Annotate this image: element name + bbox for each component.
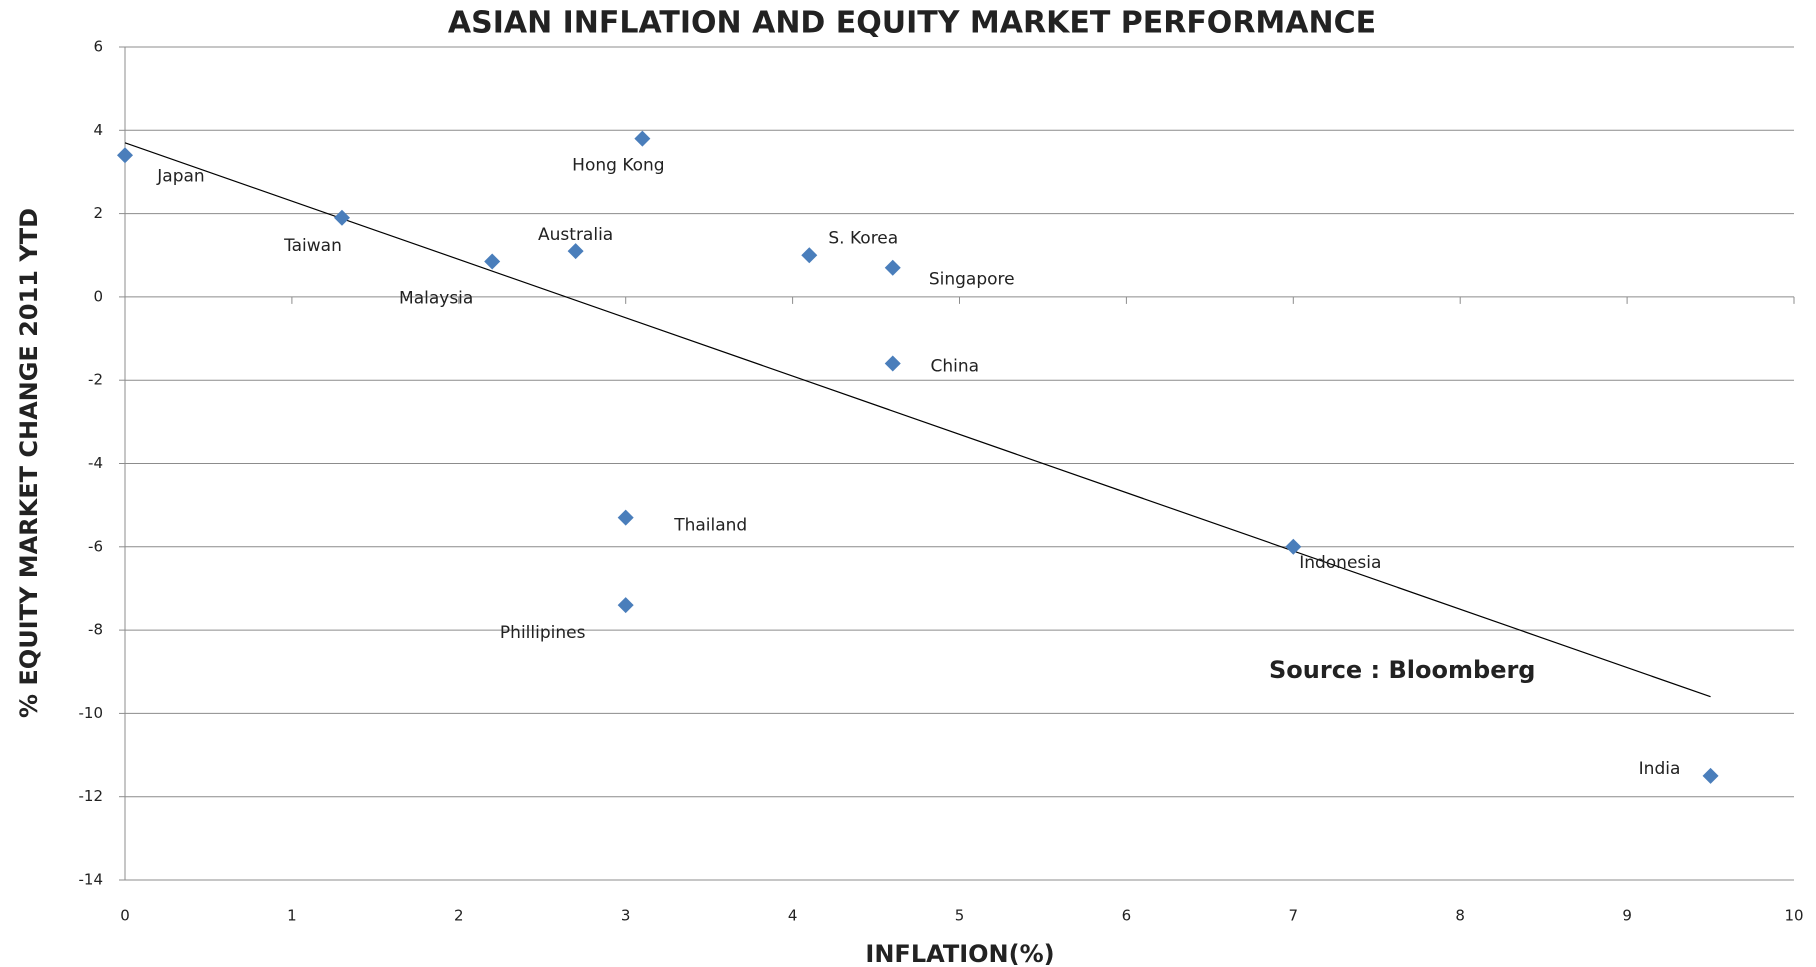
point bbox=[617, 509, 634, 526]
trendline bbox=[124, 142, 1711, 698]
point-label: Indonesia bbox=[1299, 553, 1381, 573]
y-tick-label: 0 bbox=[93, 287, 103, 305]
chart-title: ASIAN INFLATION AND EQUITY MARKET PERFOR… bbox=[448, 6, 1376, 41]
x-tick-label: 3 bbox=[621, 907, 631, 925]
x-tick-label: 8 bbox=[1455, 907, 1465, 925]
y-tick-label: 6 bbox=[93, 38, 103, 56]
point bbox=[617, 597, 634, 614]
point bbox=[884, 259, 901, 276]
point-label: Phillipines bbox=[500, 623, 586, 643]
x-tick-label: 4 bbox=[788, 907, 798, 925]
point bbox=[484, 253, 501, 270]
point-label: China bbox=[930, 357, 979, 377]
x-tick-label: 1 bbox=[287, 907, 297, 925]
point bbox=[634, 130, 651, 147]
y-tick-label: -2 bbox=[88, 371, 103, 389]
y-tick-label: 2 bbox=[93, 204, 103, 222]
point-label: Thailand bbox=[673, 516, 747, 536]
y-tick-label: 4 bbox=[93, 121, 103, 139]
point bbox=[801, 247, 818, 264]
point bbox=[333, 209, 350, 226]
point bbox=[884, 355, 901, 372]
point-label: Taiwan bbox=[283, 236, 342, 256]
x-tick-label: 0 bbox=[120, 907, 130, 925]
point bbox=[567, 243, 584, 260]
point-label: Hong Kong bbox=[572, 156, 664, 176]
x-axis-title: INFLATION(%) bbox=[865, 940, 1054, 967]
point-label: Malaysia bbox=[399, 288, 473, 308]
point-label: Singapore bbox=[929, 270, 1015, 290]
point-label: Japan bbox=[156, 166, 204, 186]
y-tick-label: -12 bbox=[79, 787, 104, 805]
point-label: Australia bbox=[538, 225, 613, 245]
point-label: S. Korea bbox=[828, 228, 898, 248]
x-tick-label: 10 bbox=[1784, 907, 1803, 925]
point bbox=[117, 147, 133, 164]
x-tick-label: 2 bbox=[454, 907, 464, 925]
y-tick-label: -14 bbox=[79, 871, 104, 889]
y-tick-label: -4 bbox=[88, 454, 103, 472]
point bbox=[1285, 538, 1302, 555]
x-tick-label: 7 bbox=[1289, 907, 1299, 925]
point-label: India bbox=[1639, 759, 1681, 779]
point bbox=[1702, 767, 1719, 784]
x-tick-label: 9 bbox=[1622, 907, 1632, 925]
y-tick-label: -6 bbox=[88, 537, 103, 555]
y-axis-title: % EQUITY MARKET CHANGE 2011 YTD bbox=[15, 208, 43, 718]
x-tick-label: 5 bbox=[955, 907, 965, 925]
x-tick-label: 6 bbox=[1122, 907, 1132, 925]
annotation: Source : Bloomberg bbox=[1269, 656, 1535, 684]
y-tick-label: -8 bbox=[88, 621, 103, 639]
y-tick-label: -10 bbox=[79, 704, 104, 722]
